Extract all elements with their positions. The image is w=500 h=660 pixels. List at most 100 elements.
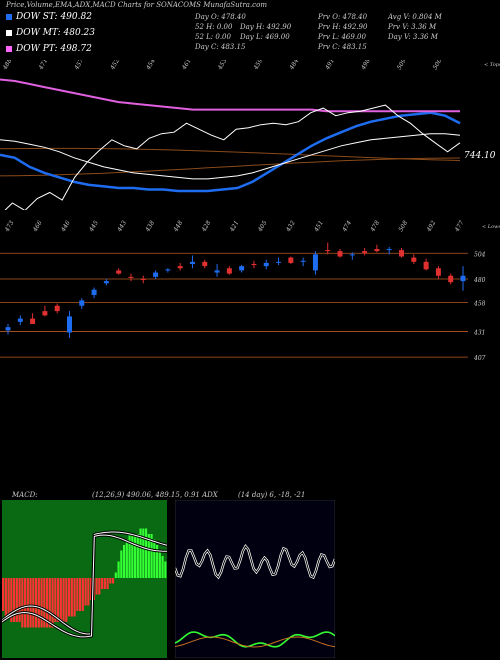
legend-label: DOW PT: 498.72 [16, 44, 92, 54]
macd-bar [51, 578, 54, 628]
legend-swatch-white [6, 29, 12, 36]
macd-bar [7, 578, 10, 617]
prev-volume: Prv V: 3.36 M [388, 23, 437, 31]
macd-bar [24, 578, 27, 628]
candle-top-label: 405 [256, 220, 268, 234]
macd-bar [156, 545, 159, 578]
ema-series-line [0, 111, 461, 193]
macd-bar [65, 578, 68, 622]
candle-top-label: 492 [425, 220, 437, 234]
adx-line [175, 545, 335, 579]
legend-swatch-blue [6, 13, 12, 20]
level-label: 480 [473, 277, 486, 284]
macd-bar [29, 578, 32, 628]
candle-top-label: 508 [397, 220, 409, 233]
candle-body [103, 281, 109, 284]
macd-bar [15, 578, 18, 622]
ema-top-label: 471 [37, 60, 49, 72]
macd-bar [123, 545, 126, 578]
candle-body [189, 261, 195, 264]
macd-bar [117, 561, 120, 578]
candle-top-label: 446 [59, 220, 71, 234]
candle-body [423, 261, 429, 270]
macd-chart [2, 500, 167, 658]
ema-price-line [4, 104, 461, 210]
macd-bar [90, 578, 93, 600]
ema-band-line [0, 157, 461, 177]
day-stats: Day O: 478.40 52 H: 0.00 52 L: 0.00 Day … [195, 12, 246, 52]
ema-top-label: 453 [216, 60, 228, 72]
ema-top-label: 500 [432, 60, 444, 71]
prev-high: Prv H: 492.90 [318, 23, 368, 31]
macd-bar [153, 539, 156, 578]
macd-bar [59, 578, 62, 622]
macd-bar [112, 578, 115, 584]
ema-right-label: < Tops [484, 62, 500, 68]
candle-top-label: 451 [313, 220, 325, 234]
macd-bar [43, 578, 46, 628]
macd-bar [145, 528, 148, 578]
candle-body [165, 269, 171, 271]
candle-body [226, 268, 232, 274]
candle-top-label: 432 [284, 220, 296, 234]
candle-top-label: 466 [31, 220, 43, 234]
candle-body [5, 327, 11, 331]
candle-body [362, 251, 368, 254]
macd-bar [106, 578, 109, 589]
candle-top-label: 473 [3, 220, 15, 234]
ema-series-line [0, 133, 461, 180]
macd-bar [57, 578, 60, 622]
candle-top-label: 428 [200, 220, 212, 234]
candle-right-label: < Lows [482, 224, 500, 230]
candle-body [140, 278, 146, 281]
candle-body [435, 268, 441, 276]
candle-body [116, 270, 122, 274]
candle-body [17, 318, 23, 322]
candle-body [177, 266, 183, 269]
candle-body [349, 254, 355, 256]
legend-label: DOW MT: 480.23 [16, 28, 95, 38]
candle-body [288, 257, 294, 263]
macd-bar [164, 561, 167, 578]
adx-background [175, 500, 335, 658]
day-close: Day C: 483.15 [195, 43, 246, 51]
macd-line [2, 531, 167, 635]
macd-bar [87, 578, 90, 606]
prev-close: Prv C: 483.15 [318, 43, 367, 51]
macd-bar [81, 578, 84, 611]
day-low: Day L: 469.00 [240, 33, 290, 41]
adx-plus-di-line [175, 631, 335, 648]
candlestick-chart: 504 480 458 431 407 473 466 446 445 443 438 448 428 4… [0, 220, 500, 362]
macd-bar [120, 550, 123, 578]
candle-body [325, 250, 331, 252]
macd-bar [35, 578, 38, 628]
candle-body [374, 248, 380, 252]
ema-top-label: 491 [324, 60, 336, 72]
macd-bar [68, 578, 71, 617]
candle-top-label: 477 [453, 220, 465, 234]
ema-top-label: 454 [145, 60, 157, 72]
candle-body [399, 250, 405, 257]
candle-top-label: 421 [228, 220, 240, 234]
ema-top-label: 461 [180, 60, 192, 72]
macd-bar [95, 578, 98, 595]
macd-bar [46, 578, 49, 628]
legend-label: DOW ST: 490.82 [16, 12, 92, 22]
candle-body [460, 275, 466, 282]
level-label: 407 [473, 355, 486, 362]
candle-body [448, 275, 454, 283]
level-label: 504 [474, 251, 486, 258]
candle-body [239, 266, 245, 271]
macd-label: MACD: [12, 491, 38, 499]
macd-bar [21, 578, 24, 628]
macd-bar [37, 578, 40, 628]
candle-body [312, 254, 318, 271]
macd-bar [2, 578, 5, 611]
macd-bar [161, 556, 164, 578]
macd-bar [139, 528, 142, 578]
candle-body [300, 260, 306, 262]
macd-bar [62, 578, 65, 622]
macd-bar [84, 578, 87, 606]
day-high: Day H: 492.90 [240, 23, 292, 31]
candle-body [202, 261, 208, 267]
